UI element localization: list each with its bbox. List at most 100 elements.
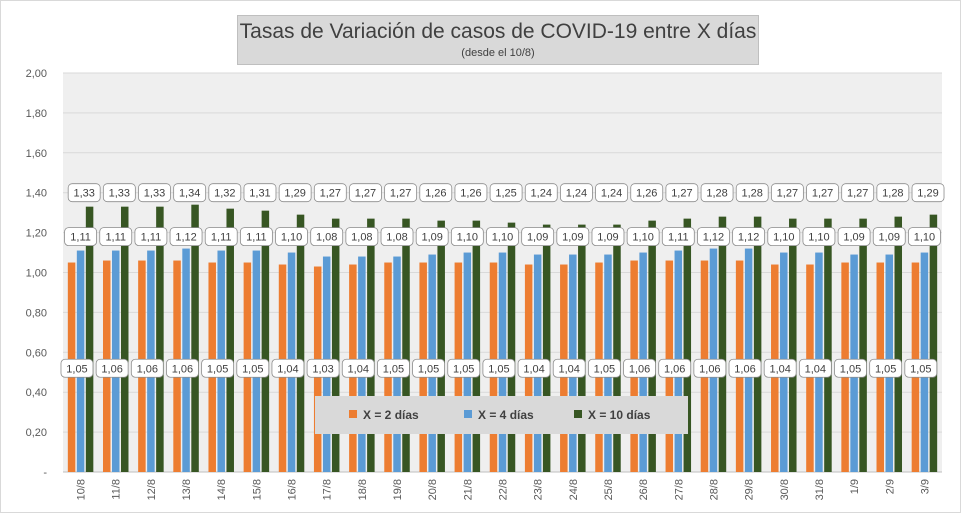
data-label-x2: 1,06 [658,358,692,378]
data-label-x4: 1,12 [732,227,766,246]
x-tick-label: 12/8 [146,479,158,500]
svg-text:1,11: 1,11 [105,232,126,244]
data-label-x10: 1,27 [806,183,839,203]
svg-text:1,33: 1,33 [109,188,130,200]
data-label-x2: 1,05 [447,358,481,378]
data-label-x4: 1,11 [204,227,238,246]
svg-text:1,04: 1,04 [769,363,790,375]
y-tick-label: 1,60 [26,148,47,160]
data-label-x2: 1,05 [377,358,410,378]
svg-text:1,12: 1,12 [703,232,724,244]
svg-text:1,05: 1,05 [383,363,404,375]
svg-text:1,33: 1,33 [144,188,165,200]
svg-text:1,12: 1,12 [175,232,196,244]
svg-text:1,27: 1,27 [671,188,692,200]
svg-text:1,04: 1,04 [348,363,369,375]
svg-text:1,05: 1,05 [207,363,228,375]
svg-text:1,24: 1,24 [566,188,587,200]
data-label-x4: 1,09 [521,227,555,246]
data-label-x10: 1,27 [313,183,347,203]
svg-text:1,28: 1,28 [706,188,727,200]
data-label-x4: 1,12 [697,227,730,246]
bar-x10 [613,224,621,472]
data-label-x4: 1,09 [556,227,590,246]
legend-item: X = 2 días [349,408,419,422]
svg-text:1,04: 1,04 [559,363,580,375]
data-label-x2: 1,06 [166,358,199,378]
svg-text:1,06: 1,06 [699,363,720,375]
data-label-x2: 1,04 [271,358,305,378]
svg-text:1,34: 1,34 [179,188,200,200]
data-label-x2: 1,05 [587,358,621,378]
data-label-x4: 1,09 [591,227,625,246]
bar-x10 [507,222,516,472]
x-tick-label: 22/8 [498,479,510,500]
x-tick-label: 26/8 [638,479,650,500]
svg-text:1,03: 1,03 [312,363,333,375]
x-tick-label: 23/8 [533,479,545,500]
data-label-x10: 1,24 [595,183,628,203]
data-label-x2: 1,05 [869,358,903,378]
data-label-x10: 1,28 [876,183,910,203]
y-tick-label: 0,40 [26,387,47,399]
svg-text:1,06: 1,06 [734,363,755,375]
data-label-x2: 1,06 [693,358,727,378]
x-tick-label: 16/8 [287,479,299,500]
svg-text:1,33: 1,33 [73,188,94,200]
bar-x10 [859,218,867,472]
data-label-x2: 1,04 [798,358,832,378]
data-label-x4: 1,10 [626,227,660,246]
chart-subtitle: (desde el 10/8) [461,47,535,59]
svg-text:1,06: 1,06 [664,363,685,375]
legend-swatch [574,410,582,418]
x-tick-label: 30/8 [779,479,791,500]
svg-text:1,26: 1,26 [460,188,481,200]
y-tick-label: 1,00 [26,268,47,280]
y-tick-label: 1,40 [26,188,47,200]
data-label-x10: 1,28 [700,183,734,203]
legend-item: X = 10 días [574,408,651,422]
data-label-x2: 1,04 [341,358,375,378]
data-label-x2: 1,04 [517,358,551,378]
bar-x10 [331,218,340,472]
svg-text:1,26: 1,26 [425,188,446,200]
data-label-x10: 1,27 [770,183,804,203]
svg-text:1,09: 1,09 [597,232,618,244]
svg-text:1,27: 1,27 [355,188,376,200]
x-tick-label: 28/8 [708,479,720,500]
data-label-x4: 1,08 [345,227,379,246]
bar-x10 [85,206,94,473]
svg-text:1,05: 1,05 [488,363,509,375]
data-label-x4: 1,09 [415,227,449,246]
svg-text:1,10: 1,10 [914,232,935,244]
bar-x10 [824,218,832,472]
x-tick-label: 27/8 [673,479,685,500]
data-label-x10: 1,27 [665,183,699,203]
bar-x10 [156,206,164,473]
legend-item: X = 4 días [464,408,534,422]
x-tick-label: 1/9 [849,479,861,494]
svg-text:1,06: 1,06 [137,363,158,375]
x-tick-label: 20/8 [427,479,439,500]
x-tick-label: 15/8 [251,479,263,500]
svg-text:1,10: 1,10 [492,232,513,244]
svg-text:1,05: 1,05 [910,363,931,375]
data-label-x10: 1,34 [173,183,207,203]
y-tick-label: 0,20 [26,427,47,439]
data-label-x4: 1,09 [837,227,871,246]
bar-x10 [261,210,270,472]
x-tick-label: 25/8 [603,479,615,500]
legend-label: X = 2 días [363,408,419,422]
svg-text:1,32: 1,32 [214,188,235,200]
svg-text:1,29: 1,29 [284,188,305,200]
y-tick-label: 2,00 [26,68,47,80]
svg-text:1,05: 1,05 [840,363,861,375]
data-label-x2: 1,03 [306,358,340,378]
svg-text:1,08: 1,08 [386,232,407,244]
svg-text:1,05: 1,05 [875,363,896,375]
data-label-x2: 1,06 [728,358,762,378]
svg-text:1,25: 1,25 [495,188,516,200]
bar-x10 [296,214,305,472]
data-label-x4: 1,10 [802,227,836,246]
